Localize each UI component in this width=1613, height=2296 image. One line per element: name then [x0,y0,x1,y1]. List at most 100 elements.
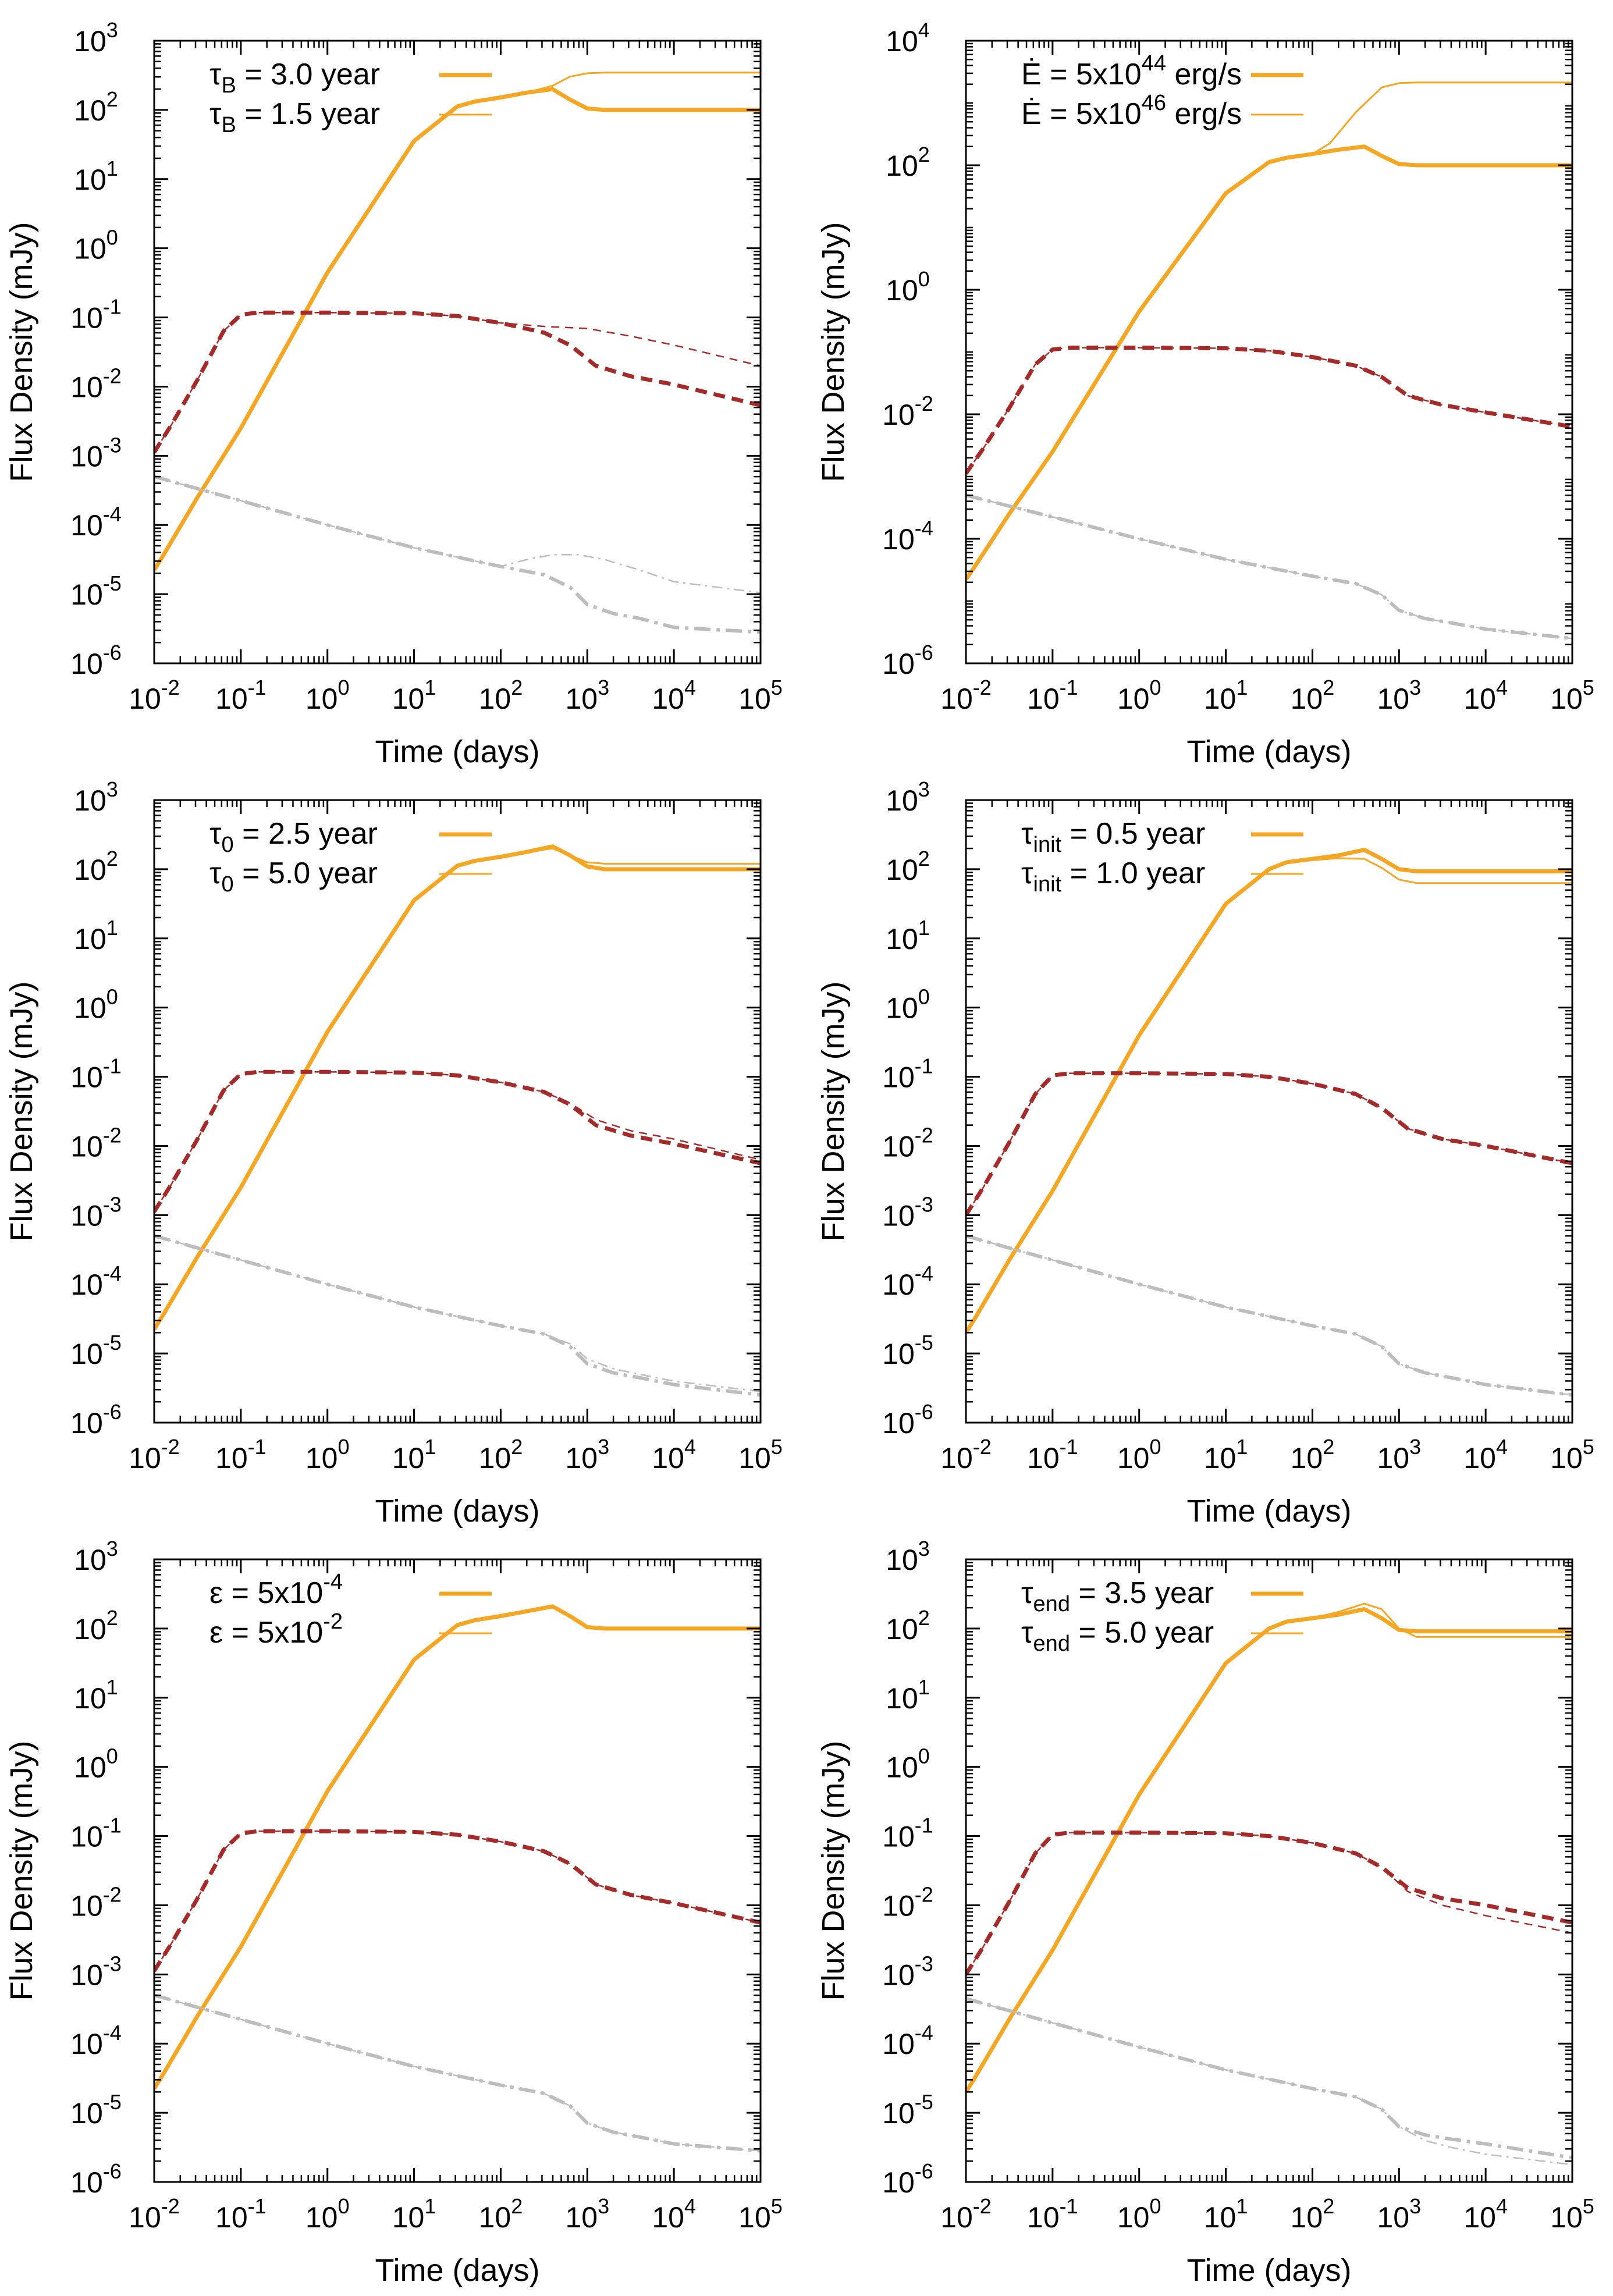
y-tick-label: 100 [74,226,118,265]
x-tick-label: 10-1 [1027,2194,1078,2234]
y-tick-label: 10-6 [70,2159,122,2199]
y-tick-label: 10-5 [70,1331,122,1370]
chart-2: 10-2 10-1 100 101 102 103 104 105 10-6 10-4 10-2 10… [816,18,1594,769]
y-tick-label: 10-2 [70,1882,122,1922]
series-gray-thick [966,493,1572,641]
y-tick-label: 104 [886,18,930,58]
y-tick-label: 10-1 [882,1054,933,1094]
y-tick-label: 10-4 [882,1261,933,1301]
series-group [966,848,1572,1397]
series-orange-thin [154,1605,761,2089]
x-tick-label: 101 [1204,676,1248,715]
series-red-thin [966,347,1572,474]
x-axis-label: Time (days) [375,2253,539,2288]
y-tick-label: 102 [886,143,930,182]
x-tick-label: 104 [1463,2194,1508,2234]
legend-entry: ε = 5x10-2 [209,1609,343,1650]
y-tick-label: 100 [886,985,930,1025]
legend-entry: Ė = 5x1044 erg/s [1021,51,1242,91]
x-tick-label: 101 [392,1435,436,1474]
series-orange-thin [966,1602,1572,2093]
y-tick-label: 10-1 [70,1054,122,1094]
series-group [154,1604,761,2153]
x-tick-label: 105 [1550,1435,1594,1474]
y-axis-label: Flux Density (mJy) [4,222,39,482]
y-tick-label: 10-6 [882,2159,933,2199]
y-axis-label: Flux Density (mJy) [4,1740,39,2000]
x-tick-label: 102 [1291,1435,1335,1474]
y-tick-label: 103 [74,777,118,817]
x-tick-label: 102 [479,2194,523,2234]
y-tick-label: 10-3 [70,1192,122,1232]
x-tick-label: 102 [1291,676,1335,715]
x-tick-label: 100 [1117,1435,1161,1474]
x-tick-label: 104 [652,676,696,715]
x-tick-label: 105 [1550,676,1594,715]
series-orange-thick [154,87,761,571]
x-axis-label: Time (days) [1186,1494,1351,1529]
y-tick-label: 10-4 [882,516,933,556]
legend-entry: τB = 3.0 year [209,58,380,98]
y-tick-label: 102 [886,847,930,886]
series-red-thin [154,1071,761,1213]
y-tick-label: 10-3 [70,433,122,472]
y-tick-label: 10-6 [70,1400,122,1440]
plot-frame [965,1558,1573,2183]
series-gray-thick [154,1993,761,2153]
y-tick-label: 10-6 [882,1400,933,1440]
plot-frame [153,1558,762,2183]
x-tick-label: 101 [1204,1435,1248,1474]
series-red-thick [966,1831,1572,1976]
y-tick-label: 10-1 [70,1814,122,1853]
x-tick-label: 105 [738,2194,783,2234]
x-tick-label: 100 [305,2194,350,2234]
x-tick-label: 104 [1463,1435,1508,1474]
y-tick-label: 101 [886,1675,930,1715]
legend-entry: τend = 3.5 year [1021,1576,1214,1616]
y-tick-label: 103 [886,1537,930,1576]
x-tick-label: 105 [738,1435,783,1474]
series-orange-thin [154,847,761,1330]
legend-entry: τinit = 0.5 year [1021,817,1205,857]
y-tick-label: 10-4 [882,2021,933,2060]
y-tick-label: 10-2 [70,364,122,403]
series-gray-thin [966,494,1572,639]
y-tick-label: 10-1 [882,1814,933,1853]
series-red-thick [966,346,1572,475]
y-tick-label: 10-2 [882,1882,933,1922]
series-gray-thin [154,1235,761,1392]
series-orange-thin [966,81,1572,580]
series-orange-thin [966,857,1572,1334]
x-tick-label: 103 [565,676,609,715]
y-tick-label: 10-5 [882,2090,933,2130]
x-tick-label: 101 [1204,2194,1248,2234]
x-tick-label: 10-2 [940,2194,992,2234]
series-gray-thin [154,475,761,593]
x-tick-label: 103 [1377,1435,1421,1474]
series-orange-thick [966,1607,1572,2094]
x-tick-label: 102 [1291,2194,1335,2234]
chart-1: 10-2 10-1 100 101 102 103 104 105 10-6 10-5 10-4 10… [4,18,783,769]
x-tick-label: 10-2 [129,1435,180,1474]
plot-frame [153,40,762,664]
x-tick-label: 10-1 [215,676,267,715]
y-tick-label: 103 [74,1537,118,1576]
x-tick-label: 10-2 [129,2194,180,2234]
y-tick-label: 103 [74,18,118,58]
series-gray-thick [966,1234,1572,1397]
y-tick-label: 101 [74,1675,118,1715]
y-tick-label: 102 [74,847,118,886]
y-tick-label: 10-5 [882,1331,933,1370]
series-orange-thick [154,844,761,1331]
y-tick-label: 100 [74,985,118,1025]
x-tick-label: 10-1 [215,2194,267,2234]
series-gray-thick [154,475,761,634]
x-tick-label: 102 [479,676,523,715]
x-tick-label: 100 [1117,676,1161,715]
y-tick-label: 10-2 [882,392,933,431]
x-tick-label: 103 [1377,2194,1421,2234]
series-gray-thick [966,1997,1572,2160]
y-tick-label: 100 [886,267,930,307]
series-orange-thin [154,72,761,571]
